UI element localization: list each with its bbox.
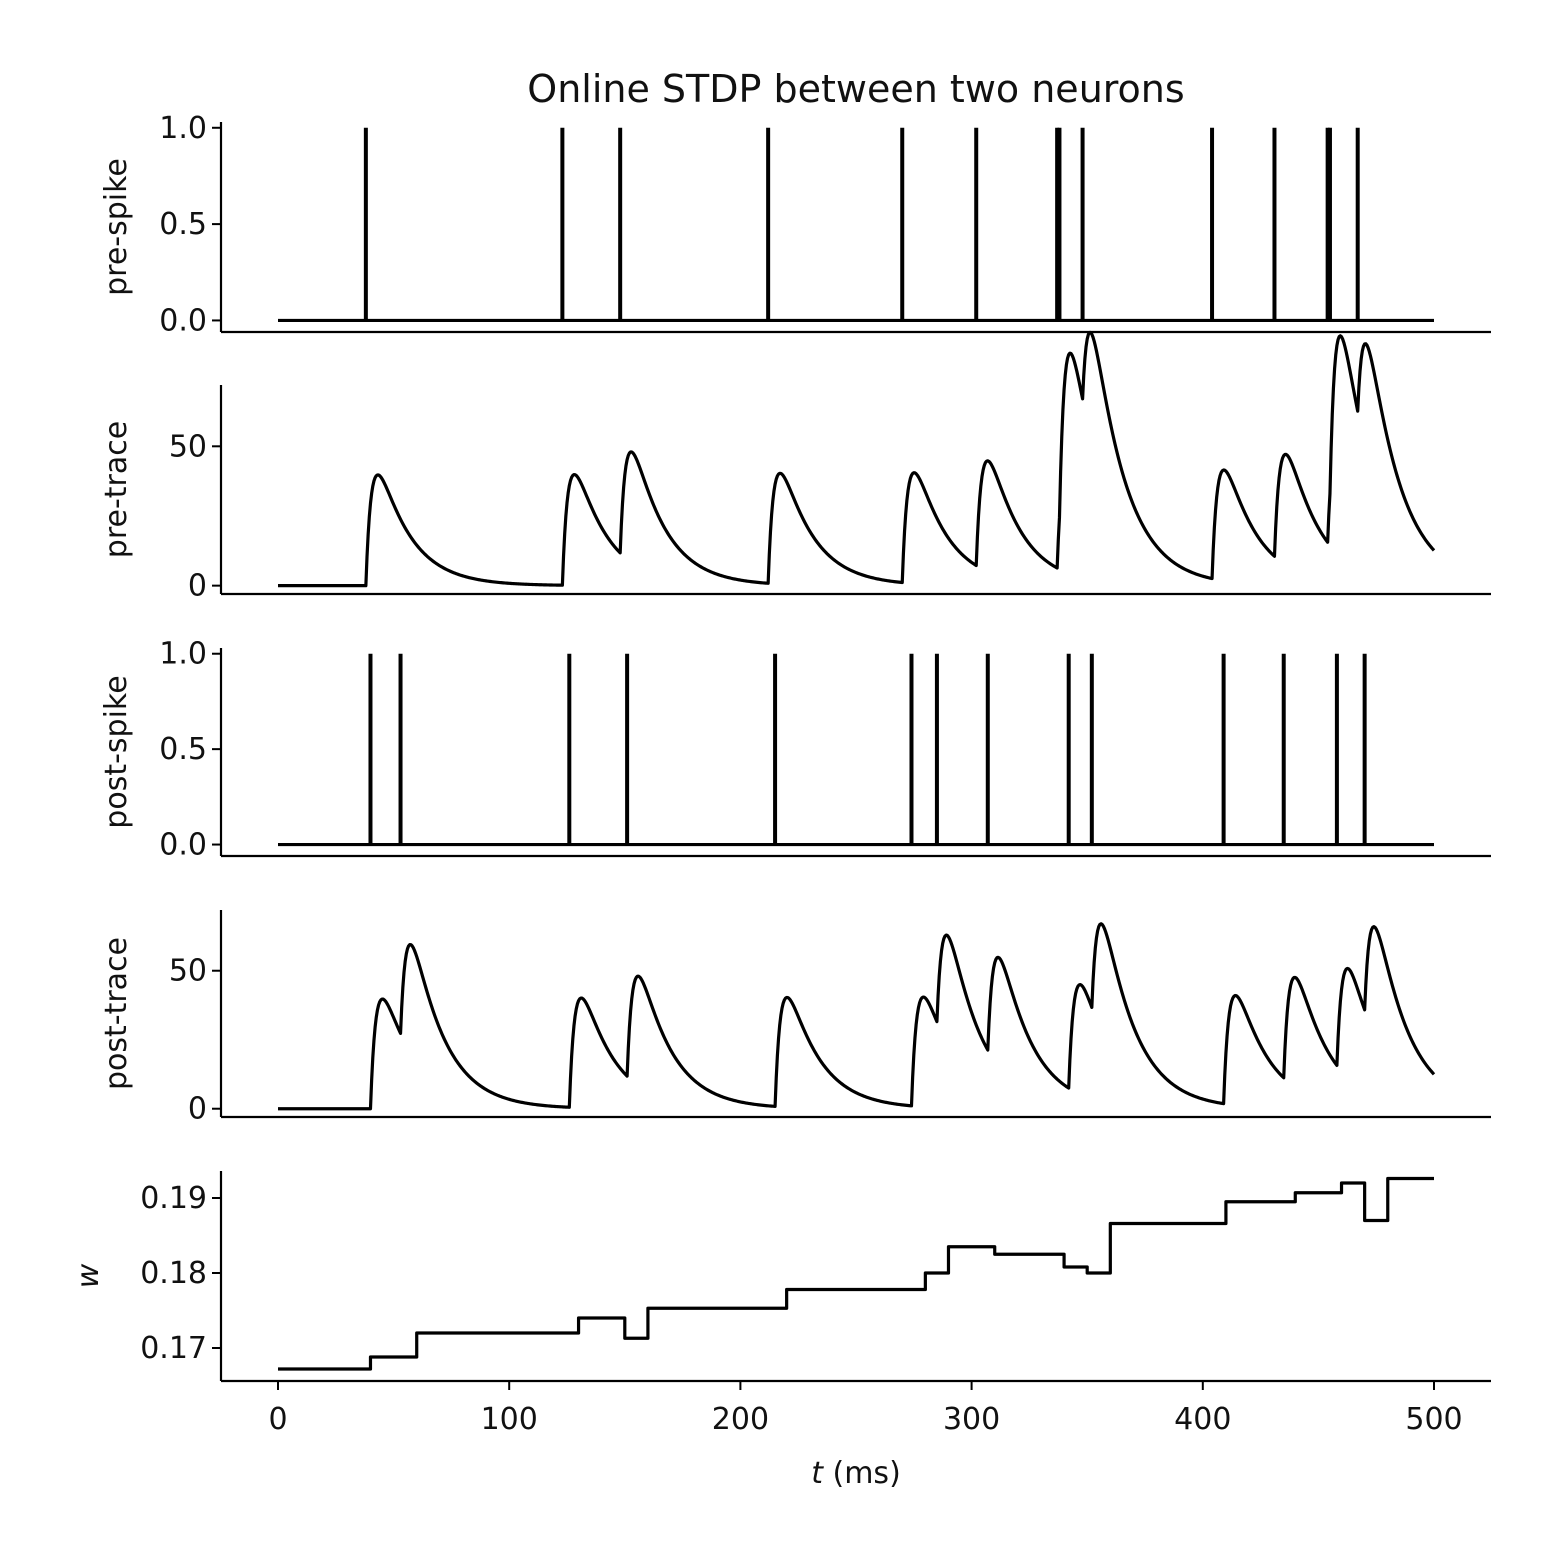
x-axis-label: t (ms): [811, 1456, 901, 1491]
x-tick-label: 500: [1405, 1402, 1462, 1437]
pre-spike-ytick-label: 0.0: [159, 303, 207, 338]
panel-post-spike: 0.0 0.5 1.0 post-spike: [99, 637, 1491, 863]
x-tick-label: 100: [481, 1402, 538, 1437]
panel-pre-trace: 0 50 pre-trace: [99, 330, 1491, 604]
panel-weight: 0.17 0.18 0.19 w 0 100 200 300 400 500: [71, 1171, 1491, 1437]
weight-ytick-label: 0.17: [140, 1331, 207, 1366]
post-spike-ylabel: post-spike: [99, 675, 134, 828]
x-tick-label: 300: [943, 1402, 1000, 1437]
panel-pre-spike: 0.0 0.5 1.0 pre-spike: [99, 111, 1491, 338]
chart-title: Online STDP between two neurons: [527, 67, 1184, 111]
weight-line: [278, 1176, 1434, 1371]
pre-trace-line: [277, 330, 1436, 588]
weight-ylabel: w: [71, 1263, 106, 1288]
x-axis-label-unit: (ms): [823, 1456, 901, 1491]
post-spike-ytick-label: 0.5: [159, 732, 207, 767]
panels: 0.0 0.5 1.0 pre-spike 0 50 pre-trace 0.0 0.5 1.0 p…: [71, 111, 1491, 1437]
pre-spike-ytick-label: 1.0: [159, 111, 207, 146]
x-tick-label: 200: [712, 1402, 769, 1437]
pre-spike-ylabel: pre-spike: [99, 158, 134, 296]
weight-ytick-label: 0.19: [140, 1181, 207, 1216]
pre-trace-ytick-label: 50: [169, 429, 207, 464]
post-spike-ytick-label: 1.0: [159, 637, 207, 672]
pre-trace-ytick-label: 0: [188, 569, 207, 604]
x-tick-label: 400: [1174, 1402, 1231, 1437]
panel-post-trace: 0 50 post-trace: [99, 910, 1491, 1127]
post-trace-ytick-label: 0: [188, 1092, 207, 1127]
post-trace-line: [277, 922, 1436, 1111]
pre-spike-ytick-label: 0.5: [159, 207, 207, 242]
weight-ytick-label: 0.18: [140, 1256, 207, 1291]
post-trace-ylabel: post-trace: [99, 937, 134, 1090]
post-spike-ytick-label: 0.0: [159, 828, 207, 863]
post-trace-ytick-label: 50: [169, 954, 207, 989]
x-axis-label-variable: t: [811, 1456, 824, 1491]
x-tick-label: 0: [268, 1402, 287, 1437]
pre-trace-ylabel: pre-trace: [99, 421, 134, 558]
